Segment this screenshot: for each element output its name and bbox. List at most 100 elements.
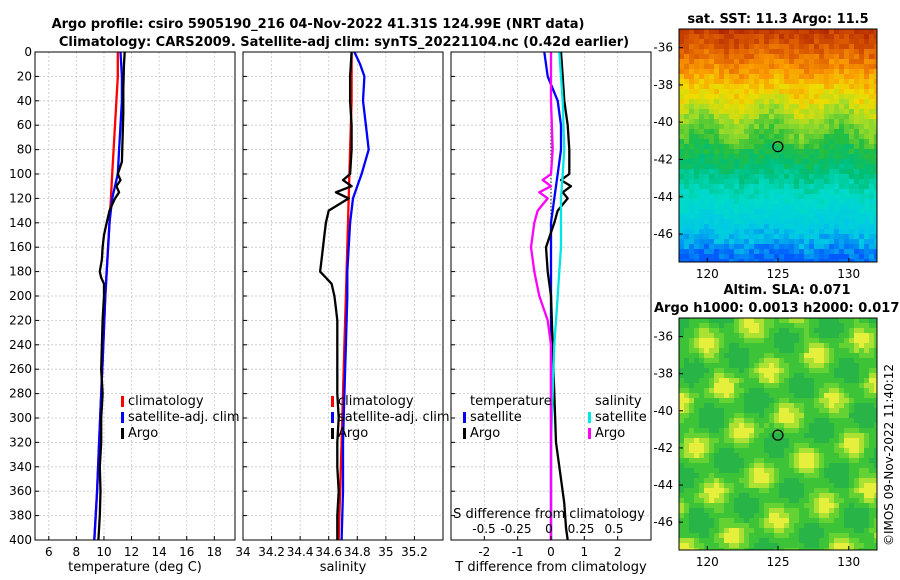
map-cell <box>694 473 699 478</box>
map-cell <box>689 84 694 89</box>
legend3-temp-satellite-swatch <box>463 412 466 423</box>
map-cell <box>859 159 864 164</box>
map-cell <box>839 104 844 109</box>
map-cell <box>819 533 824 538</box>
map-cell <box>754 164 759 169</box>
map-cell <box>774 39 779 44</box>
map-cell <box>864 179 869 184</box>
map-cell <box>689 134 694 139</box>
map-cell <box>754 518 759 523</box>
map-cell <box>809 49 814 54</box>
map-cell <box>849 204 854 209</box>
map-cell <box>759 74 764 79</box>
map-cell <box>744 488 749 493</box>
map-cell <box>744 528 749 533</box>
map-cell <box>804 244 809 249</box>
map-cell <box>724 99 729 104</box>
map-x-tick-label: 130 <box>837 555 860 569</box>
map-cell <box>834 418 839 423</box>
map-cell <box>834 323 839 328</box>
map-cell <box>799 493 804 498</box>
map-cell <box>754 488 759 493</box>
map-cell <box>754 204 759 209</box>
map-cell <box>724 523 729 528</box>
map-cell <box>779 54 784 59</box>
map-cell <box>799 214 804 219</box>
map-cell <box>844 194 849 199</box>
map-cell <box>849 159 854 164</box>
map-cell <box>864 209 869 214</box>
map-cell <box>734 59 739 64</box>
map-cell <box>739 403 744 408</box>
map-cell <box>809 433 814 438</box>
map-cell <box>749 224 754 229</box>
map-cell <box>704 69 709 74</box>
map-cell <box>689 478 694 483</box>
map-cell <box>864 508 869 513</box>
map-cell <box>764 358 769 363</box>
map-cell <box>744 249 749 254</box>
map-cell <box>864 159 869 164</box>
map-cell <box>729 44 734 49</box>
map-cell <box>869 144 874 149</box>
map-cell <box>834 428 839 433</box>
map-cell <box>789 254 794 259</box>
map-cell <box>759 49 764 54</box>
map-cell <box>814 179 819 184</box>
map-cell <box>709 254 714 259</box>
map-cell <box>679 448 684 453</box>
map-cell <box>864 124 869 129</box>
map-cell <box>699 234 704 239</box>
map-cell <box>694 104 699 109</box>
map-cell <box>834 124 839 129</box>
map-cell <box>749 199 754 204</box>
map-cell <box>804 199 809 204</box>
map-cell <box>854 54 859 59</box>
map-cell <box>694 199 699 204</box>
map-cell <box>844 179 849 184</box>
map-cell <box>804 224 809 229</box>
legend2-argo-swatch <box>331 428 334 439</box>
map-cell <box>694 229 699 234</box>
map-cell <box>744 368 749 373</box>
map-cell <box>849 139 854 144</box>
map-cell <box>734 378 739 383</box>
map-cell <box>719 383 724 388</box>
map-cell <box>779 104 784 109</box>
map-cell <box>724 518 729 523</box>
map-cell <box>724 64 729 69</box>
map-cell <box>684 149 689 154</box>
map-cell <box>869 453 874 458</box>
map-cell <box>684 418 689 423</box>
map-cell <box>709 54 714 59</box>
map-cell <box>859 348 864 353</box>
s-difference-axis-label: S difference from climatology <box>453 507 645 522</box>
map-cell <box>764 513 769 518</box>
map-cell <box>849 209 854 214</box>
map-cell <box>834 368 839 373</box>
y-tick-label: 240 <box>9 338 32 352</box>
map-cell <box>679 468 684 473</box>
map-cell <box>684 413 689 418</box>
map-cell <box>714 209 719 214</box>
map-cell <box>794 473 799 478</box>
map-cell <box>859 408 864 413</box>
map-cell <box>844 518 849 523</box>
map-cell <box>704 79 709 84</box>
map-cell <box>799 99 804 104</box>
map-cell <box>719 99 724 104</box>
map-cell <box>719 348 724 353</box>
map-cell <box>749 214 754 219</box>
map-cell <box>789 438 794 443</box>
map-cell <box>794 104 799 109</box>
map-cell <box>764 343 769 348</box>
map-cell <box>739 154 744 159</box>
map-cell <box>819 408 824 413</box>
map-cell <box>844 239 849 244</box>
map-cell <box>814 219 819 224</box>
map-cell <box>689 368 694 373</box>
map-cell <box>844 169 849 174</box>
map-cell <box>834 99 839 104</box>
map-cell <box>774 84 779 89</box>
map-cell <box>839 468 844 473</box>
